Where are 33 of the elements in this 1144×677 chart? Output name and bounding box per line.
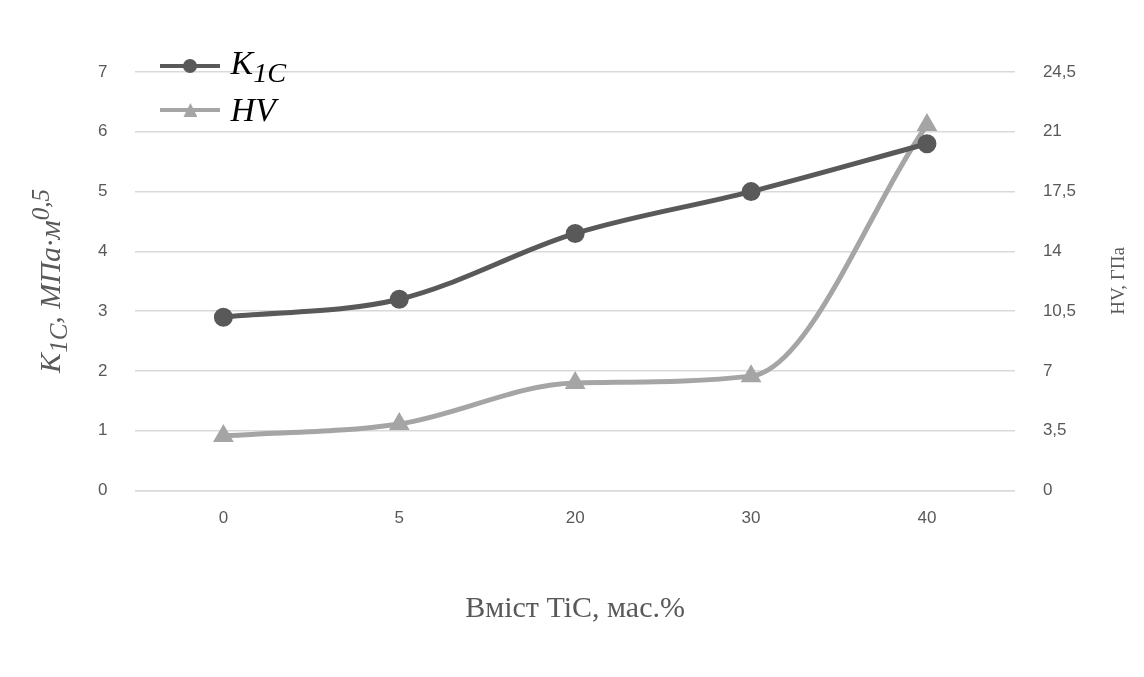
x-tick-label: 30 (741, 508, 761, 528)
point (389, 289, 409, 309)
y-tick-label: 6 (97, 121, 108, 141)
x-tick-label: 0 (218, 508, 229, 528)
y-tick-label: 0 (97, 480, 108, 500)
point (214, 426, 232, 442)
y-tick-label: 3 (97, 300, 108, 320)
y-tick-label: 4 (97, 241, 108, 261)
y2-tick-label: 17,5 (1042, 181, 1077, 201)
point (390, 414, 408, 430)
y2-tick-label: 24,5 (1042, 61, 1077, 81)
point (917, 134, 937, 154)
y-tick-label: 1 (97, 420, 108, 440)
y2-axis-title: HV, ГПа (1106, 247, 1129, 316)
point (918, 115, 936, 131)
x-axis-title: Вміст TiC, мас.% (465, 590, 685, 624)
legend-label: K$_{1C}$ (230, 43, 287, 89)
y2-tick-label: 0 (1042, 480, 1053, 500)
x-tick-label: 40 (917, 508, 937, 528)
point (565, 223, 585, 243)
point (741, 182, 761, 202)
point (213, 307, 233, 327)
y2-tick-label: 7 (1042, 360, 1053, 380)
y-tick-label: 2 (97, 360, 108, 380)
x-tick-label: 20 (565, 508, 585, 528)
y2-tick-label: 3,5 (1042, 420, 1067, 440)
point (566, 373, 584, 389)
x-tick-label: 5 (394, 508, 405, 528)
y-tick-label: 5 (97, 181, 108, 201)
y-tick-label: 7 (97, 61, 108, 81)
y2-tick-label: 14 (1042, 241, 1062, 261)
y2-tick-label: 10,5 (1042, 300, 1077, 320)
y2-tick-label: 21 (1042, 121, 1062, 141)
